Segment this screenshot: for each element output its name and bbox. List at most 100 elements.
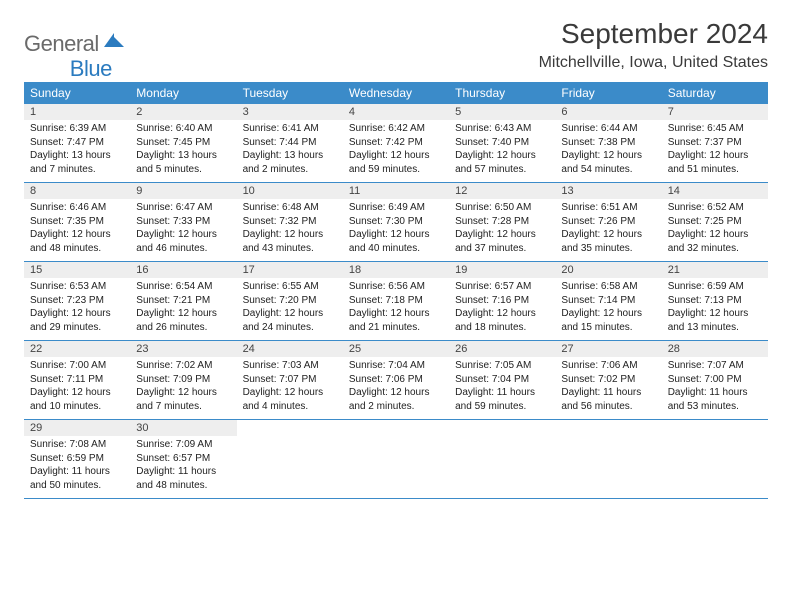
calendar-cell: 25 Sunrise: 7:04 AMSunset: 7:06 PMDayligh… [343,341,449,419]
calendar-cell: 15 Sunrise: 6:53 AMSunset: 7:23 PMDayligh… [24,262,130,340]
day-detail: Sunrise: 7:05 AMSunset: 7:04 PMDaylight:… [455,359,549,413]
logo-triangle-icon [114,37,124,47]
day-detail: Sunrise: 6:54 AMSunset: 7:21 PMDaylight:… [136,280,230,334]
calendar-cell: 22 Sunrise: 7:00 AMSunset: 7:11 PMDayligh… [24,341,130,419]
calendar-cell: 8 Sunrise: 6:46 AMSunset: 7:35 PMDaylight… [24,183,130,261]
calendar-cell: 23 Sunrise: 7:02 AMSunset: 7:09 PMDayligh… [130,341,236,419]
week-row: 22 Sunrise: 7:00 AMSunset: 7:11 PMDayligh… [24,341,768,420]
location-text: Mitchellville, Iowa, United States [539,54,768,72]
calendar-cell: 19Sunrise: 6:57 AMSunset: 7:16 PMDayligh… [449,262,555,340]
calendar-cell: 18 Sunrise: 6:56 AMSunset: 7:18 PMDayligh… [343,262,449,340]
calendar-cell: 3 Sunrise: 6:41 AMSunset: 7:44 PMDaylight… [237,104,343,182]
day-detail: Sunrise: 6:51 AMSunset: 7:26 PMDaylight:… [561,201,655,255]
calendar-cell: 12Sunrise: 6:50 AMSunset: 7:28 PMDayligh… [449,183,555,261]
calendar-cell: 13 Sunrise: 6:51 AMSunset: 7:26 PMDayligh… [555,183,661,261]
calendar-cell: 28 Sunrise: 7:07 AMSunset: 7:00 PMDayligh… [662,341,768,419]
day-header-cell: Sunday [24,82,130,104]
weeks-container: 1 Sunrise: 6:39 AMSunset: 7:47 PMDaylight… [24,104,768,499]
calendar-cell: 30 Sunrise: 7:09 AMSunset: 6:57 PMDayligh… [130,420,236,498]
calendar-cell: 20 Sunrise: 6:58 AMSunset: 7:14 PMDayligh… [555,262,661,340]
day-detail: Sunrise: 6:42 AMSunset: 7:42 PMDaylight:… [349,122,443,176]
calendar-cell: 9Sunrise: 6:47 AMSunset: 7:33 PMDaylight… [130,183,236,261]
day-header-cell: Tuesday [237,82,343,104]
day-number: 7 [662,104,768,120]
logo: General Blue [24,18,112,70]
week-row: 15 Sunrise: 6:53 AMSunset: 7:23 PMDayligh… [24,262,768,341]
calendar-cell: 4 Sunrise: 6:42 AMSunset: 7:42 PMDaylight… [343,104,449,182]
day-detail: Sunrise: 6:46 AMSunset: 7:35 PMDaylight:… [30,201,124,255]
day-number: 3 [237,104,343,120]
day-number: 15 [24,262,130,278]
day-detail: Sunrise: 6:50 AMSunset: 7:28 PMDaylight:… [455,201,549,255]
calendar-cell [343,420,449,498]
calendar-cell: 26Sunrise: 7:05 AMSunset: 7:04 PMDayligh… [449,341,555,419]
day-header-row: SundayMondayTuesdayWednesdayThursdayFrid… [24,82,768,104]
calendar-cell [237,420,343,498]
calendar-cell [555,420,661,498]
day-number: 16 [130,262,236,278]
day-header-cell: Friday [555,82,661,104]
day-number: 21 [662,262,768,278]
day-number: 28 [662,341,768,357]
day-detail: Sunrise: 7:09 AMSunset: 6:57 PMDaylight:… [136,438,230,492]
day-detail: Sunrise: 7:00 AMSunset: 7:11 PMDaylight:… [30,359,124,413]
calendar-cell: 6 Sunrise: 6:44 AMSunset: 7:38 PMDaylight… [555,104,661,182]
day-header-cell: Monday [130,82,236,104]
week-row: 1 Sunrise: 6:39 AMSunset: 7:47 PMDaylight… [24,104,768,183]
day-detail: Sunrise: 7:08 AMSunset: 6:59 PMDaylight:… [30,438,124,492]
day-detail: Sunrise: 6:59 AMSunset: 7:13 PMDaylight:… [668,280,762,334]
day-detail: Sunrise: 7:07 AMSunset: 7:00 PMDaylight:… [668,359,762,413]
calendar-cell: 1 Sunrise: 6:39 AMSunset: 7:47 PMDaylight… [24,104,130,182]
day-number: 11 [343,183,449,199]
day-detail: Sunrise: 6:49 AMSunset: 7:30 PMDaylight:… [349,201,443,255]
day-number: 22 [24,341,130,357]
logo-text-general: General [24,31,99,57]
day-detail: Sunrise: 6:40 AMSunset: 7:45 PMDaylight:… [136,122,230,176]
day-number: 4 [343,104,449,120]
day-number: 2 [130,104,236,120]
calendar-cell: 10 Sunrise: 6:48 AMSunset: 7:32 PMDayligh… [237,183,343,261]
day-detail: Sunrise: 6:48 AMSunset: 7:32 PMDaylight:… [243,201,337,255]
day-number: 30 [130,420,236,436]
day-number: 10 [237,183,343,199]
day-detail: Sunrise: 6:56 AMSunset: 7:18 PMDaylight:… [349,280,443,334]
day-number: 1 [24,104,130,120]
week-row: 8 Sunrise: 6:46 AMSunset: 7:35 PMDaylight… [24,183,768,262]
day-header-cell: Thursday [449,82,555,104]
day-detail: Sunrise: 6:44 AMSunset: 7:38 PMDaylight:… [561,122,655,176]
logo-text-blue: Blue [70,56,112,82]
day-detail: Sunrise: 7:04 AMSunset: 7:06 PMDaylight:… [349,359,443,413]
day-detail: Sunrise: 6:41 AMSunset: 7:44 PMDaylight:… [243,122,337,176]
day-number: 25 [343,341,449,357]
calendar: SundayMondayTuesdayWednesdayThursdayFrid… [0,82,792,499]
calendar-cell: 5 Sunrise: 6:43 AMSunset: 7:40 PMDaylight… [449,104,555,182]
calendar-cell: 16 Sunrise: 6:54 AMSunset: 7:21 PMDayligh… [130,262,236,340]
day-detail: Sunrise: 6:39 AMSunset: 7:47 PMDaylight:… [30,122,124,176]
calendar-cell: 21 Sunrise: 6:59 AMSunset: 7:13 PMDayligh… [662,262,768,340]
calendar-cell: 17Sunrise: 6:55 AMSunset: 7:20 PMDayligh… [237,262,343,340]
day-number: 8 [24,183,130,199]
day-detail: Sunrise: 6:43 AMSunset: 7:40 PMDaylight:… [455,122,549,176]
day-number: 9 [130,183,236,199]
day-detail: Sunrise: 6:52 AMSunset: 7:25 PMDaylight:… [668,201,762,255]
calendar-cell: 29 Sunrise: 7:08 AMSunset: 6:59 PMDayligh… [24,420,130,498]
day-number: 17 [237,262,343,278]
day-number: 23 [130,341,236,357]
day-detail: Sunrise: 6:58 AMSunset: 7:14 PMDaylight:… [561,280,655,334]
calendar-cell: 7Sunrise: 6:45 AMSunset: 7:37 PMDaylight… [662,104,768,182]
day-detail: Sunrise: 7:06 AMSunset: 7:02 PMDaylight:… [561,359,655,413]
calendar-cell: 2 Sunrise: 6:40 AMSunset: 7:45 PMDaylight… [130,104,236,182]
day-number: 13 [555,183,661,199]
day-number: 6 [555,104,661,120]
day-detail: Sunrise: 6:53 AMSunset: 7:23 PMDaylight:… [30,280,124,334]
day-number: 5 [449,104,555,120]
day-number: 18 [343,262,449,278]
day-detail: Sunrise: 7:02 AMSunset: 7:09 PMDaylight:… [136,359,230,413]
calendar-cell: 11 Sunrise: 6:49 AMSunset: 7:30 PMDayligh… [343,183,449,261]
day-number: 24 [237,341,343,357]
day-number: 14 [662,183,768,199]
calendar-cell: 27Sunrise: 7:06 AMSunset: 7:02 PMDayligh… [555,341,661,419]
day-number: 29 [24,420,130,436]
calendar-cell: 24Sunrise: 7:03 AMSunset: 7:07 PMDayligh… [237,341,343,419]
day-number: 20 [555,262,661,278]
